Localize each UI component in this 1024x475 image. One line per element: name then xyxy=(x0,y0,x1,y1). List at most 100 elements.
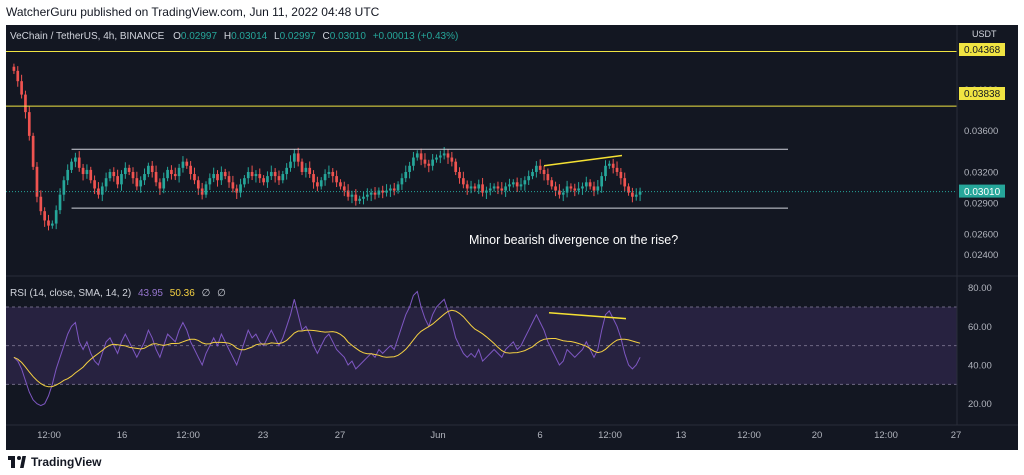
publisher-header: WatcherGuru published on TradingView.com… xyxy=(0,0,1024,25)
close-value: 0.03010 xyxy=(330,31,367,42)
candle-body xyxy=(481,184,484,193)
candle-body xyxy=(396,184,400,191)
candle-body xyxy=(70,161,73,170)
candle-body xyxy=(477,184,481,189)
candle-body xyxy=(143,174,146,181)
candle-body xyxy=(16,70,20,82)
candle-body xyxy=(319,180,323,187)
last-price-label-bg xyxy=(959,184,1005,198)
candle-body xyxy=(608,163,611,166)
candle-body xyxy=(538,165,542,170)
candle-body xyxy=(446,153,450,158)
candle-body xyxy=(189,165,192,175)
candle-body xyxy=(350,194,354,197)
candle-body xyxy=(454,161,458,172)
candle-body xyxy=(558,190,561,195)
rsi-empty-1: ∅ xyxy=(202,288,211,299)
candle-body xyxy=(39,196,43,212)
candle-body xyxy=(365,194,369,197)
candle-body xyxy=(508,184,511,187)
rsi-line xyxy=(13,290,641,407)
candle-body xyxy=(404,171,408,179)
low-label: L xyxy=(274,31,280,42)
candle-body xyxy=(308,167,312,175)
open-label: O xyxy=(173,31,181,42)
rsi-tick-label: 20.00 xyxy=(968,399,992,410)
time-tick-label: 16 xyxy=(117,430,128,441)
candle-body xyxy=(231,182,235,189)
candle-body xyxy=(158,182,162,189)
rsi-sma-value: 50.36 xyxy=(170,288,195,299)
candle-body xyxy=(342,186,346,191)
close-label: C xyxy=(323,31,330,42)
candle-body xyxy=(173,174,177,177)
candle-body xyxy=(565,186,569,193)
candle-body xyxy=(200,188,204,195)
candle-body xyxy=(212,174,216,179)
candle-body xyxy=(243,178,246,185)
candle-body xyxy=(569,186,573,189)
candle-body xyxy=(515,182,519,187)
candle-body xyxy=(296,153,300,162)
time-tick-label: Jun xyxy=(430,430,445,441)
low-value: 0.02997 xyxy=(280,31,317,42)
candle-body xyxy=(584,182,588,187)
rsi-sma-line xyxy=(13,309,641,388)
candle-body xyxy=(458,171,461,179)
candle-body xyxy=(500,188,504,191)
candle-body xyxy=(377,190,381,195)
candle-body xyxy=(312,174,315,183)
candle-body xyxy=(346,190,350,197)
divergence-annotation: Minor bearish divergence on the rise? xyxy=(469,233,678,247)
candle-body xyxy=(285,167,289,175)
last-price-label: 0.03010 xyxy=(964,187,1001,198)
candle-body xyxy=(438,155,442,158)
chart-area[interactable]: VeChain / TetherUS, 4h, BINANCE O0.02997… xyxy=(6,25,1018,450)
candle-body xyxy=(504,186,507,191)
time-tick-label: 6 xyxy=(537,430,542,441)
high-label: H xyxy=(224,31,231,42)
candle-body xyxy=(535,165,538,172)
candle-body xyxy=(400,178,404,185)
candle-body xyxy=(527,176,531,181)
candle-body xyxy=(196,180,200,189)
candle-body xyxy=(89,169,93,181)
candle-body xyxy=(573,188,577,191)
candle-body xyxy=(20,81,23,95)
candle-body xyxy=(31,135,35,167)
candle-body xyxy=(316,182,319,187)
candle-body xyxy=(611,163,615,168)
candle-body xyxy=(227,176,231,183)
time-tick-label: 27 xyxy=(951,430,962,441)
change-value: +0.00013 (+0.43%) xyxy=(373,31,459,42)
candle-body xyxy=(293,153,296,162)
candle-body xyxy=(58,194,62,211)
candle-body xyxy=(511,182,515,185)
candle-body xyxy=(81,167,85,175)
candle-body xyxy=(550,180,554,187)
candle-body xyxy=(77,157,81,168)
candle-body xyxy=(415,153,419,158)
price-axis-ticks: 0.040000.036000.032000.029000.026000.024… xyxy=(964,85,998,261)
chart-svg[interactable]: VeChain / TetherUS, 4h, BINANCE O0.02997… xyxy=(6,25,1018,450)
candle-body xyxy=(127,167,131,172)
candle-body xyxy=(62,180,66,195)
candle-body xyxy=(389,188,392,191)
candle-body xyxy=(193,174,196,181)
candle-body xyxy=(619,171,623,179)
candle-body xyxy=(488,188,492,191)
time-tick-label: 27 xyxy=(335,430,346,441)
candle-body xyxy=(581,186,584,189)
candle-body xyxy=(362,196,365,199)
candle-body xyxy=(600,176,604,187)
candle-body xyxy=(323,174,327,181)
candle-body xyxy=(262,178,265,183)
candle-body xyxy=(85,169,89,175)
candle-body xyxy=(492,186,496,189)
upper-level-label-bg xyxy=(959,43,1005,56)
tradingview-logo-icon xyxy=(8,456,26,468)
candle-body xyxy=(435,157,438,160)
candle-body xyxy=(423,159,427,164)
candle-body xyxy=(43,211,46,221)
